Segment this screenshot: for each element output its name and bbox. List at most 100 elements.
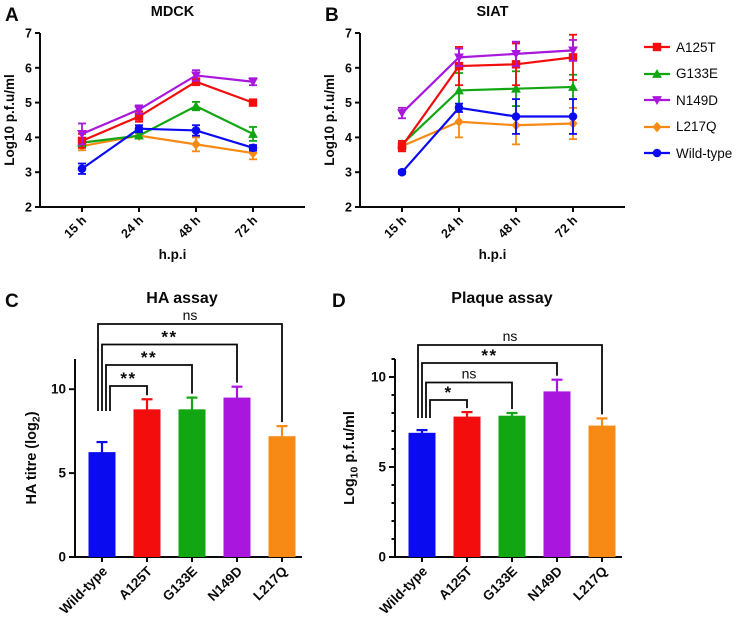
- significance-label: ns: [462, 366, 477, 382]
- data-point-Wild-type: [191, 126, 201, 135]
- data-point-G133E: [248, 128, 258, 138]
- data-point-A125T: [191, 77, 201, 86]
- triangle-up-icon: [652, 68, 662, 78]
- panel-b-siat-line-chart: B SIAT Log10 p.f.u/ml 2 3 4 5 6 7 15 h 24 h 48 h 72 …: [322, 4, 625, 262]
- y-tick-label: 10: [51, 382, 66, 397]
- x-tick-label: N149D: [525, 563, 565, 603]
- significance-bracket: [109, 385, 148, 411]
- y-tick-label: 5: [58, 466, 66, 481]
- y-axis-label: HA titre (log2): [24, 411, 43, 504]
- data-point-G133E: [454, 85, 464, 95]
- y-tick-label: 10: [371, 370, 386, 385]
- data-point-N149D: [191, 71, 201, 81]
- x-tick-label: 15 h: [62, 213, 90, 241]
- significance-label: **: [481, 346, 497, 365]
- y-axis-label: Log10 p.f.u/ml: [322, 74, 337, 166]
- series-Wild-type: [397, 98, 578, 177]
- y-axis-label: Log10 p.f.u/ml: [2, 74, 17, 166]
- series-line-Wild-type: [401, 106, 573, 173]
- significance-label: **: [141, 348, 157, 367]
- panel-label: A: [5, 5, 19, 26]
- data-point-L217Q: [191, 139, 201, 150]
- triangle-up-legend-marker-icon: [644, 68, 670, 78]
- legend-label: L217Q: [676, 119, 717, 135]
- triangle-down-legend-marker-icon: [644, 96, 670, 106]
- y-tick-label: 4: [345, 131, 352, 145]
- bar-Wild-type: [408, 432, 436, 557]
- error-N149D: [551, 378, 563, 398]
- series-line-L217Q: [81, 134, 254, 155]
- x-tick-label: 24 h: [119, 213, 147, 241]
- data-point-Wild-type: [454, 103, 464, 113]
- data-point-Wild-type: [397, 167, 407, 177]
- panel-label: C: [5, 291, 19, 312]
- data-point-A125T: [397, 141, 407, 151]
- x-axis-label: h.p.i: [159, 247, 187, 262]
- y-tick-label: 4: [25, 131, 32, 145]
- significance-label: **: [120, 369, 136, 388]
- x-tick-label: Wild-type: [57, 563, 111, 617]
- panel-a-mdck-line-chart: A MDCK Log10 p.f.u/ml 2 3 4 5 6 7 15 h 24 h 48 h 72 …: [2, 4, 305, 262]
- error-L217Q: [276, 425, 288, 443]
- data-point-G133E: [511, 83, 521, 93]
- significance-bracket: [105, 364, 193, 411]
- significance-bracket: [429, 399, 468, 418]
- significance-bracket: [101, 343, 238, 411]
- data-point-Wild-type: [248, 143, 258, 153]
- series-line-A125T: [81, 80, 254, 142]
- y-tick-label: 5: [25, 96, 32, 110]
- data-point-A125T: [248, 98, 258, 107]
- panel-c-ha-assay-bar-chart: C HA assay HA titre (log2) 0 5 10 Wild-type A12…: [5, 290, 302, 617]
- circle-legend-marker-icon: [644, 148, 670, 158]
- bar-A125T: [133, 409, 161, 557]
- legend-item-A125T: A125T: [642, 34, 750, 61]
- bar-L217Q: [268, 436, 296, 557]
- x-tick-label: 24 h: [439, 213, 467, 241]
- data-point-A125T: [134, 112, 144, 121]
- circle-icon: [652, 148, 662, 158]
- panel-d-plaque-assay-bar-chart: D Plaque assay Log10 p.f.u/ml 0 5 10 Wild-type…: [332, 290, 622, 617]
- y-tick-label: 3: [25, 166, 32, 180]
- data-point-N149D: [454, 53, 464, 63]
- y-tick-label: 7: [345, 27, 352, 41]
- y-tick-label: 2: [25, 201, 32, 215]
- series-L217Q: [77, 130, 258, 161]
- x-tick-label: Wild-type: [377, 563, 431, 617]
- square-icon: [652, 43, 662, 52]
- series-G133E: [77, 101, 258, 148]
- error-N149D: [231, 385, 243, 404]
- data-point-N149D: [568, 46, 578, 56]
- data-point-N149D: [77, 130, 87, 139]
- data-point-Wild-type: [568, 112, 578, 121]
- square-legend-marker-icon: [644, 43, 670, 52]
- y-axis-label: Log10 p.f.u/ml: [342, 411, 361, 505]
- y-tick-label: 5: [378, 460, 386, 475]
- series-line-Wild-type: [81, 127, 254, 170]
- error-G133E: [186, 396, 198, 416]
- bar-G133E: [178, 409, 206, 557]
- data-point-Wild-type: [77, 164, 87, 174]
- triangle-down-icon: [652, 96, 662, 106]
- chart-title: HA assay: [146, 290, 218, 307]
- legend-label: G133E: [676, 66, 719, 82]
- chart-title: SIAT: [477, 4, 509, 20]
- panel-label: B: [325, 5, 339, 26]
- error-G133E: [506, 411, 518, 422]
- x-tick-label: G133E: [160, 564, 200, 604]
- series-line-G133E: [81, 104, 254, 144]
- panel-label: D: [332, 291, 346, 312]
- y-tick-label: 3: [345, 166, 352, 180]
- data-point-N149D: [397, 109, 407, 119]
- data-point-Wild-type: [134, 124, 144, 133]
- y-tick-label: 0: [58, 550, 66, 565]
- x-tick-label: A125T: [116, 563, 156, 603]
- x-tick-label: L217Q: [570, 564, 610, 604]
- x-tick-label: N149D: [205, 563, 245, 603]
- significance-label: **: [161, 328, 177, 347]
- series-N149D: [397, 39, 578, 120]
- y-tick-label: 6: [345, 61, 352, 75]
- legend-item-N149D: N149D: [642, 87, 750, 114]
- error-A125T: [141, 398, 153, 416]
- y-tick-label: 5: [345, 96, 352, 110]
- significance-bracket: [425, 381, 513, 418]
